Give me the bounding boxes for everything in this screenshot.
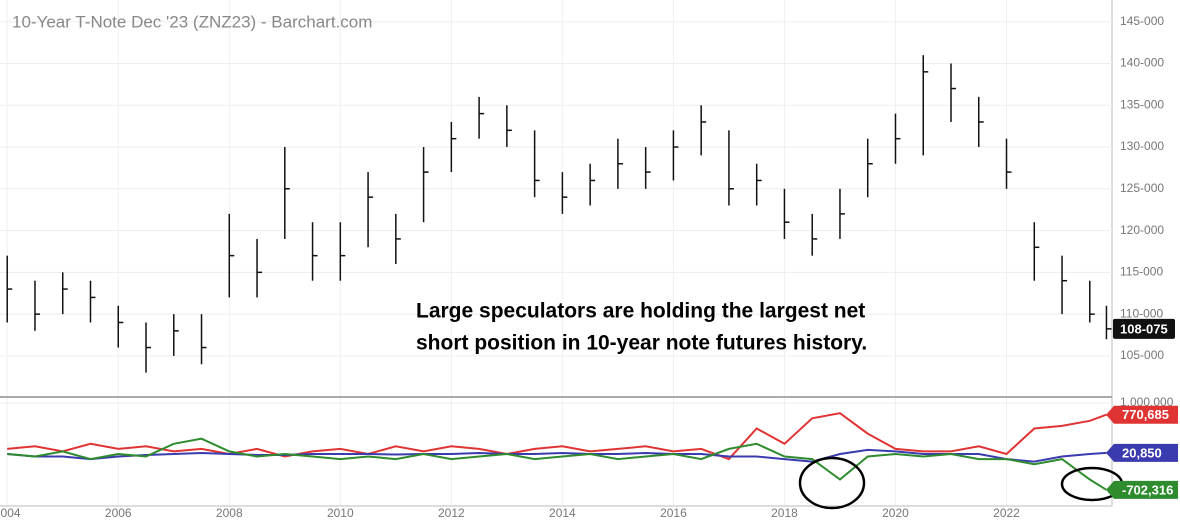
x-tick-label: 2008 xyxy=(216,506,243,520)
annotation: short position in 10-year note futures h… xyxy=(416,332,867,355)
cot-line xyxy=(7,448,1107,463)
y-tick-label: 135-000 xyxy=(1120,97,1164,111)
y-tick-label: 110-000 xyxy=(1120,306,1163,320)
y-tick-label: 115-000 xyxy=(1120,265,1163,279)
x-tick-label: 2006 xyxy=(105,506,132,520)
y-tick-label: 130-000 xyxy=(1120,139,1164,153)
x-tick-label: 2016 xyxy=(660,506,687,520)
cot-line xyxy=(7,437,1107,491)
y-tick-label: 140-000 xyxy=(1120,56,1164,70)
chart-title: 10-Year T-Note Dec '23 (ZNZ23) - Barchar… xyxy=(12,12,372,31)
highlight-circle xyxy=(798,456,866,510)
y-tick-label: 120-000 xyxy=(1120,223,1164,237)
last-price-badge xyxy=(1113,318,1175,339)
x-tick-label: 2010 xyxy=(327,506,354,520)
grid xyxy=(0,0,1112,505)
value-label: 20,850 xyxy=(1122,445,1162,460)
labels: 105-000 110-000 115-000 120-000 125-000 130-0… xyxy=(0,14,1178,520)
marks xyxy=(6,55,1112,491)
x-tick-label: 2004 xyxy=(0,506,21,520)
x-tick-label: 2020 xyxy=(882,506,909,520)
cot-line xyxy=(7,412,1107,461)
value-label: -702,316 xyxy=(1122,482,1173,497)
value-badge xyxy=(1106,443,1178,462)
value-label: 770,685 xyxy=(1122,407,1169,422)
x-tick-label: 2018 xyxy=(771,506,798,520)
last-price-label: 108-075 xyxy=(1120,321,1168,336)
x-tick-label: 2022 xyxy=(993,506,1020,520)
y-tick-label: 1,000,000 xyxy=(1120,395,1174,409)
value-badge xyxy=(1106,480,1178,499)
annotation: Large speculators are holding the larges… xyxy=(416,300,865,323)
x-tick-label: 2012 xyxy=(438,506,465,520)
y-tick-label: 105-000 xyxy=(1120,348,1164,362)
x-tick-label: 2014 xyxy=(549,506,576,520)
y-tick-label: 125-000 xyxy=(1120,181,1164,195)
y-tick-label: 145-000 xyxy=(1120,14,1164,28)
value-badge xyxy=(1106,405,1178,424)
